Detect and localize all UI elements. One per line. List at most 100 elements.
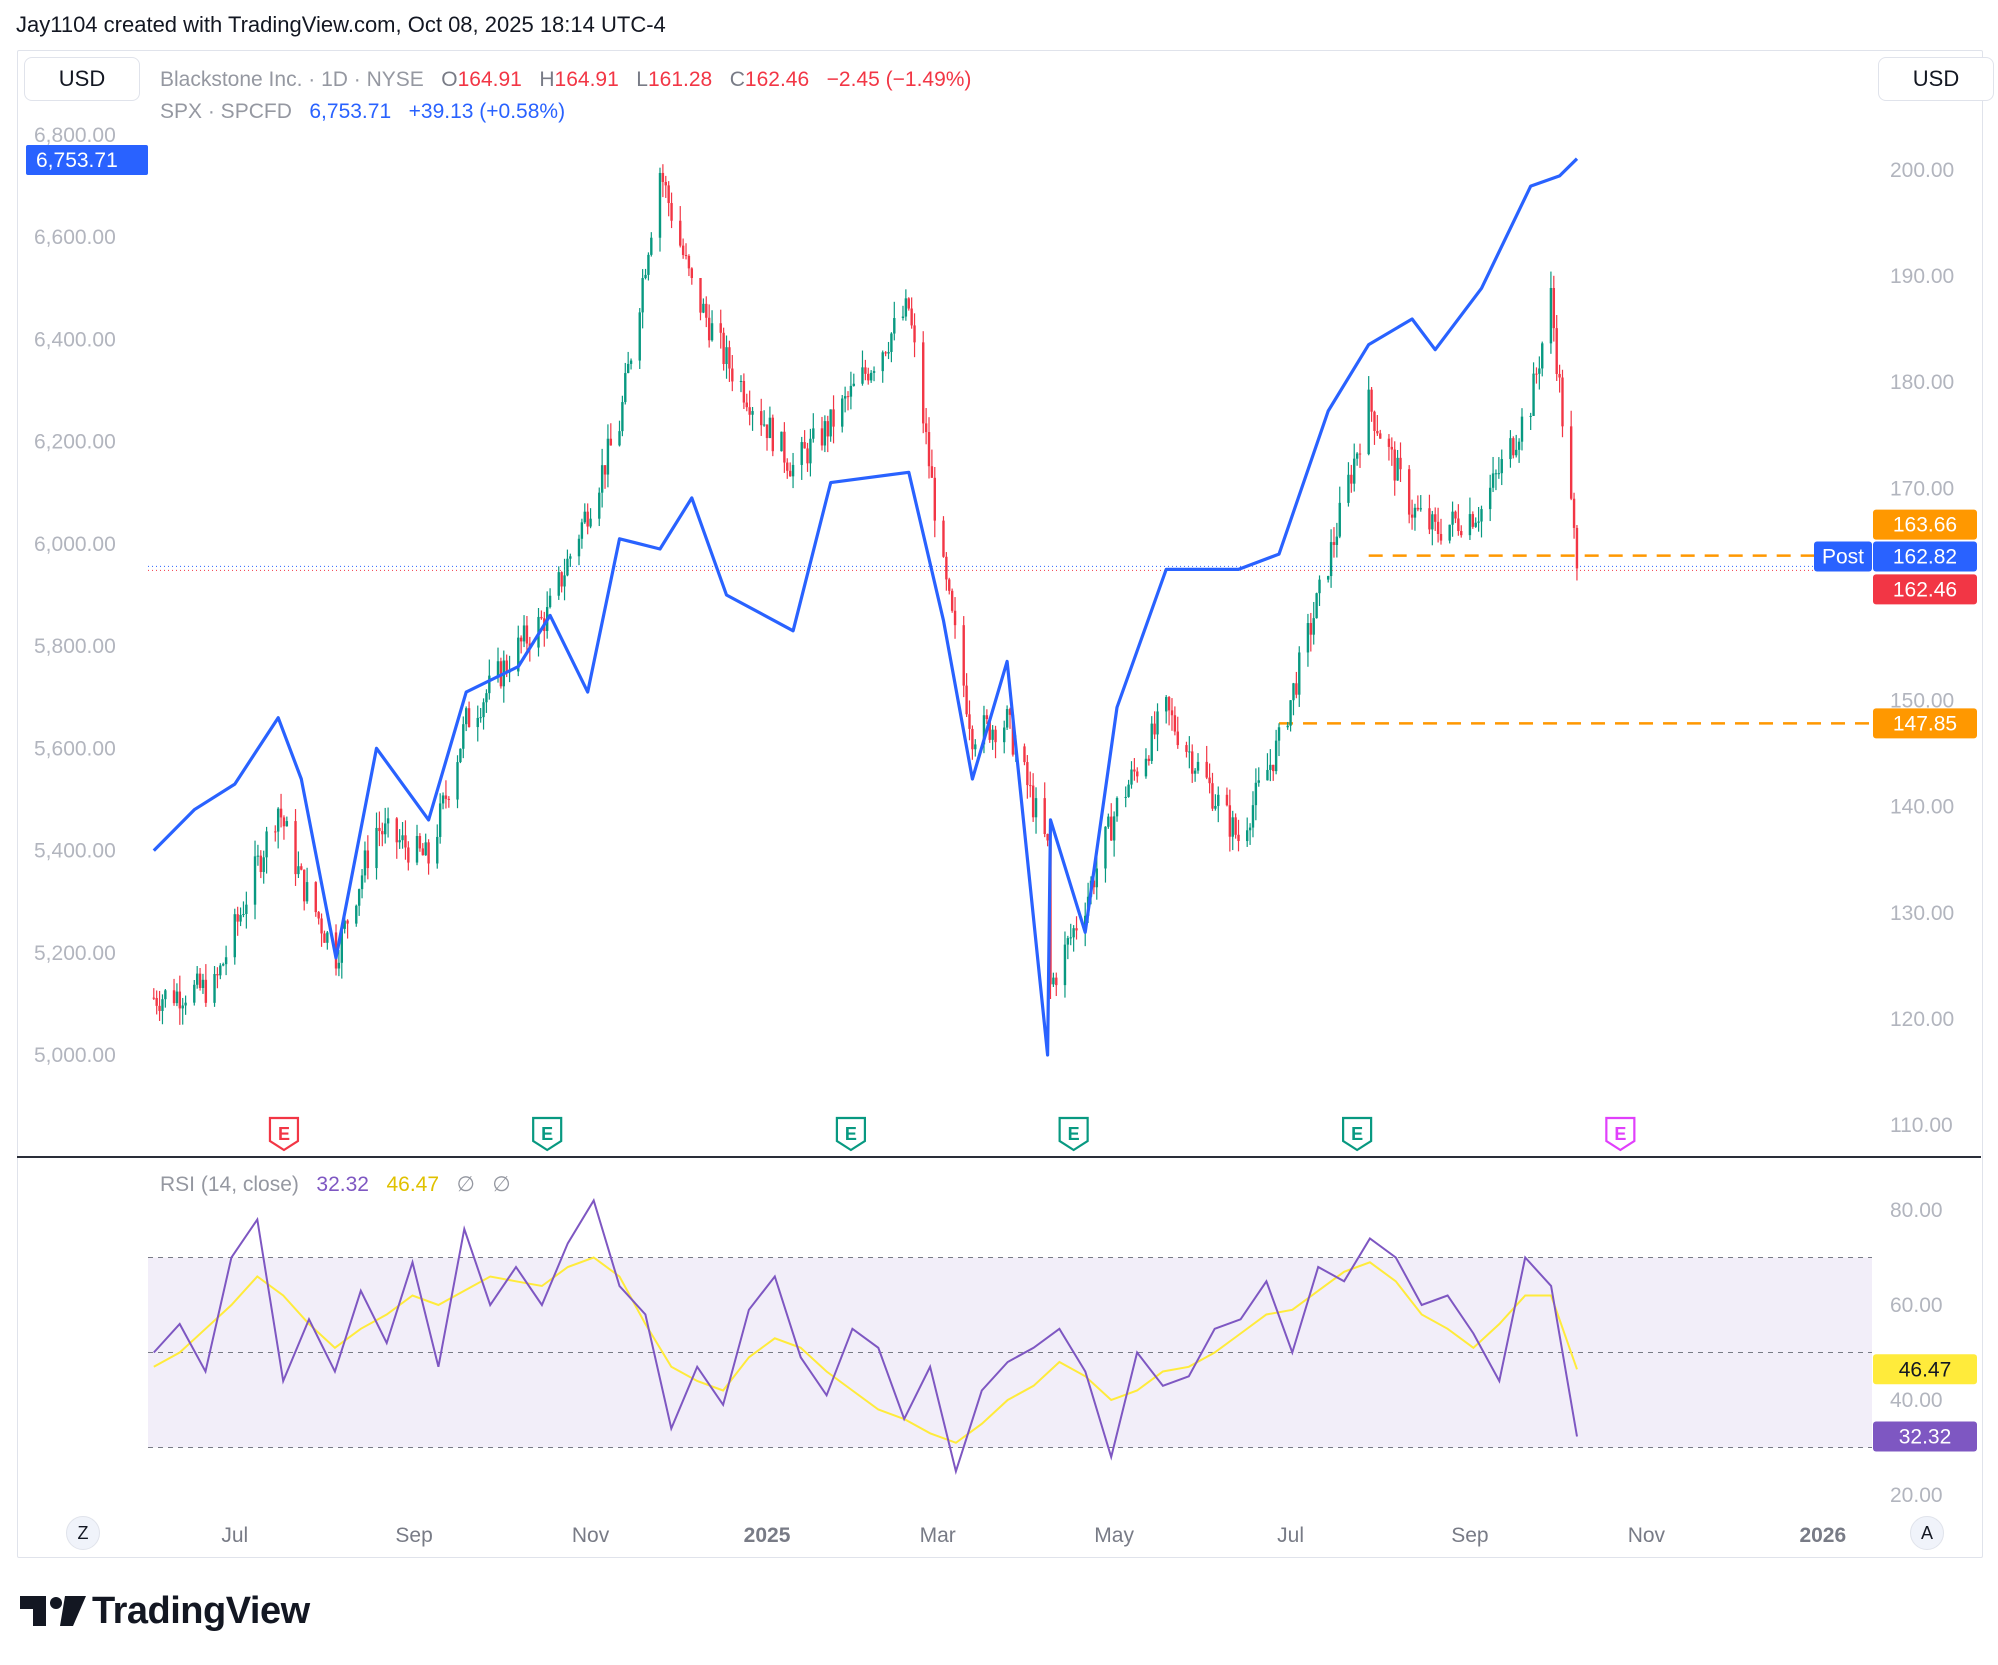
candle-body xyxy=(1480,509,1483,522)
left-axis-tick: 6,800.00 xyxy=(34,124,116,147)
earnings-marker-icon[interactable]: E xyxy=(268,1116,300,1152)
candle-body xyxy=(1286,725,1289,728)
left-axis-tick: 5,000.00 xyxy=(34,1044,116,1067)
candle-body xyxy=(1575,527,1579,569)
candle-body xyxy=(496,661,500,676)
last-price-tag: 162.46 xyxy=(1873,574,1977,605)
spx-last-tag-bg xyxy=(26,145,148,175)
candle-body xyxy=(172,990,176,1004)
currency-left-button[interactable]: USD xyxy=(24,57,140,101)
candle-body xyxy=(1165,697,1168,712)
candle-body xyxy=(1133,769,1136,772)
legend-symbol-name[interactable]: Blackstone Inc. · 1D · NYSE xyxy=(160,68,424,91)
candle-body xyxy=(1127,784,1130,797)
earnings-marker-label: E xyxy=(1351,1124,1363,1144)
right-axis-tick: 150.00 xyxy=(1890,690,1954,713)
candle-body xyxy=(1095,868,1098,888)
candle-body xyxy=(1031,785,1035,818)
candle-body xyxy=(421,848,424,856)
candle-body xyxy=(679,220,682,246)
right-axis-tick: 120.00 xyxy=(1890,1008,1954,1031)
candle-body xyxy=(265,831,268,858)
candle-body xyxy=(219,965,222,976)
candle-body xyxy=(1555,328,1558,374)
zoom-reset-button[interactable]: Z xyxy=(66,1516,100,1550)
candle-body xyxy=(670,203,673,221)
candle-body xyxy=(1023,746,1026,763)
candle-body xyxy=(1008,709,1012,715)
candle-body xyxy=(1205,761,1208,778)
earnings-marker-icon[interactable]: E xyxy=(835,1116,867,1152)
candle-body xyxy=(366,850,370,869)
candle-body xyxy=(806,448,809,464)
candle-body xyxy=(1471,514,1475,527)
earnings-marker-label: E xyxy=(1614,1124,1626,1144)
candle-body xyxy=(1434,514,1437,522)
rsi-legend-name[interactable]: RSI (14, close) xyxy=(160,1173,299,1196)
candle-body xyxy=(1115,797,1119,817)
candle-body xyxy=(887,351,890,354)
candle-body xyxy=(849,385,853,397)
candle-body xyxy=(224,957,228,965)
candle-body xyxy=(1228,805,1232,837)
rsi-tag-text: 32.32 xyxy=(1899,1425,1952,1448)
candle-body xyxy=(1488,487,1492,510)
earnings-marker-shape xyxy=(532,1116,563,1152)
candle-body xyxy=(1274,740,1278,772)
candle-body xyxy=(731,368,734,382)
candle-body xyxy=(823,421,827,446)
candle-body xyxy=(317,912,320,919)
left-axis-tick: 5,800.00 xyxy=(34,635,116,658)
earnings-marker-shape xyxy=(268,1116,300,1152)
candle-body xyxy=(476,717,479,728)
legend-spx-name[interactable]: SPX · SPCFD xyxy=(160,100,292,123)
candle-body xyxy=(1448,524,1451,541)
candle-body xyxy=(522,625,526,642)
candle-body xyxy=(383,823,387,835)
candle-body xyxy=(580,522,584,539)
right-axis-tick: 170.00 xyxy=(1890,477,1954,500)
currency-right-button[interactable]: USD xyxy=(1878,57,1994,101)
candle-body xyxy=(519,637,523,642)
candle-body xyxy=(1046,834,1049,841)
candle-body xyxy=(606,438,610,475)
candle-body xyxy=(786,462,789,471)
rsi-ma-tag-bg xyxy=(1873,1354,1977,1385)
earnings-marker-icon[interactable]: E xyxy=(532,1116,563,1152)
earnings-marker-icon[interactable]: E xyxy=(1605,1116,1636,1152)
candle-body xyxy=(1390,446,1394,450)
rsi-ma-tag: 46.47 xyxy=(1873,1354,1977,1385)
candle-body xyxy=(1350,474,1353,484)
legend-row-blackstone: Blackstone Inc. · 1D · NYSE O164.91 H164… xyxy=(160,64,971,96)
candle-body xyxy=(1315,593,1318,619)
rsi-axis-tick: 40.00 xyxy=(1890,1389,1943,1412)
candle-body xyxy=(638,312,641,361)
candle-body xyxy=(1156,711,1159,735)
candle-body xyxy=(1532,373,1535,416)
x-axis-tick: 2026 xyxy=(1799,1524,1846,1547)
candle-body xyxy=(1561,377,1564,427)
candle-body xyxy=(436,836,439,864)
candle-body xyxy=(719,323,722,333)
candle-body xyxy=(1104,826,1107,869)
candle-body xyxy=(1147,758,1151,761)
earnings-marker-icon[interactable]: E xyxy=(1058,1116,1089,1152)
candle-body xyxy=(800,442,803,465)
candle-body xyxy=(178,991,182,1009)
candle-body xyxy=(381,831,384,835)
candle-body xyxy=(418,835,422,849)
candle-body xyxy=(910,308,913,326)
candle-body xyxy=(647,254,650,275)
candle-body xyxy=(950,590,954,611)
candle-body xyxy=(1257,780,1260,783)
candle-body xyxy=(872,371,876,373)
candle-body xyxy=(658,172,662,238)
candle-body xyxy=(771,417,775,452)
earnings-marker-icon[interactable]: E xyxy=(1342,1116,1373,1152)
post-value-bg xyxy=(1873,541,1977,572)
auto-scale-button[interactable]: A xyxy=(1910,1516,1944,1550)
candle-body xyxy=(953,610,957,626)
candle-body xyxy=(690,268,694,278)
candle-body xyxy=(337,962,341,969)
